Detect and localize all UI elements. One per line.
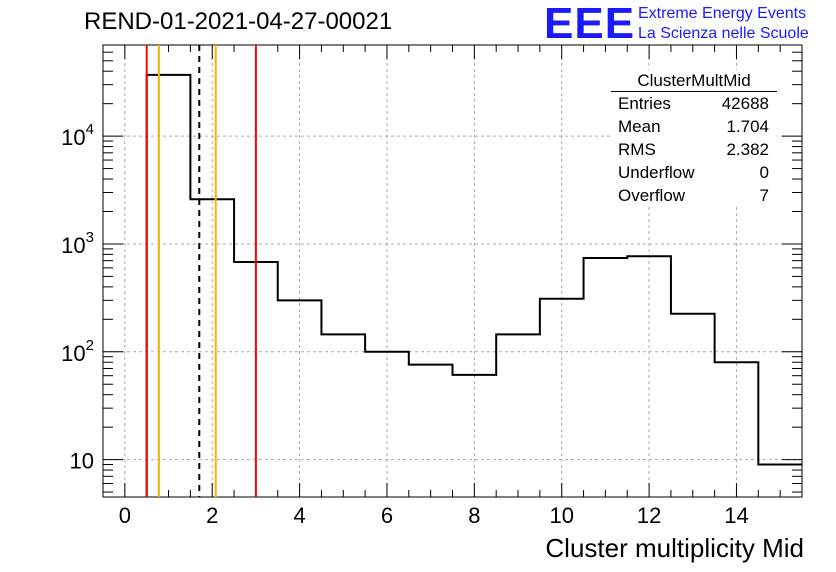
x-tick-label: 12 <box>637 503 661 528</box>
stats-row-overflow: Overflow 7 <box>611 184 777 207</box>
x-tick-label: 8 <box>468 503 480 528</box>
tick-labels-layer: 0 2 4 6 8 10 12 14 10 102 103 104 <box>61 121 749 528</box>
run-title: REND-01-2021-04-27-00021 <box>84 8 393 35</box>
logo-line-1: Extreme Energy Events <box>638 5 807 22</box>
logo-mark: EEE <box>544 0 636 48</box>
histogram-bin <box>627 256 671 497</box>
x-tick-label: 4 <box>293 503 305 528</box>
histogram-layer <box>145 73 802 497</box>
histogram-bin <box>278 300 322 497</box>
stats-box: ClusterMultMid Entries 42688 Mean 1.704 … <box>611 70 777 207</box>
histogram-bin <box>190 199 234 497</box>
eee-logo: EEE Extreme Energy Events La Scienza nel… <box>544 2 834 46</box>
stats-label: Entries <box>618 94 671 113</box>
logo-line-2: La Scienza nelle Scuole <box>638 25 809 42</box>
histogram-bin <box>584 258 628 497</box>
x-axis-title: Cluster multiplicity Mid <box>545 533 804 563</box>
stats-title: ClusterMultMid <box>611 70 777 92</box>
stats-value: 7 <box>759 186 769 205</box>
marker-layer <box>145 45 257 497</box>
stats-label: Mean <box>618 117 661 136</box>
stats-row-rms: RMS 2.382 <box>611 138 777 161</box>
stats-row-underflow: Underflow 0 <box>611 161 777 184</box>
x-tick-label: 0 <box>119 503 131 528</box>
histogram-bin <box>321 334 365 497</box>
histogram-bin <box>758 465 802 497</box>
x-tick-label: 14 <box>724 503 748 528</box>
histogram-bin <box>409 365 453 497</box>
ticks-layer <box>102 44 803 497</box>
y-tick-label: 103 <box>61 229 94 258</box>
stats-label: Underflow <box>618 163 695 182</box>
y-tick-label: 10 <box>70 449 94 474</box>
stats-value: 2.382 <box>726 140 769 159</box>
histogram-bin <box>453 375 497 497</box>
y-tick-label: 102 <box>61 337 94 366</box>
stats-label: RMS <box>618 140 656 159</box>
stats-value: 42688 <box>721 94 769 113</box>
histogram-bin <box>496 334 540 497</box>
histogram-bin <box>540 299 584 497</box>
histogram-bin <box>715 362 759 497</box>
y-tick-label: 104 <box>61 121 94 150</box>
stats-value: 0 <box>759 163 769 182</box>
histogram-bin <box>365 352 409 497</box>
x-tick-label: 2 <box>206 503 218 528</box>
stats-row-mean: Mean 1.704 <box>611 115 777 138</box>
histogram-bin <box>147 75 191 497</box>
x-tick-label: 10 <box>549 503 573 528</box>
histogram-bin <box>671 314 715 497</box>
x-tick-label: 6 <box>381 503 393 528</box>
stats-label: Overflow <box>618 186 686 205</box>
histogram-outline <box>145 73 802 497</box>
stats-row-entries: Entries 42688 <box>611 92 777 115</box>
stats-value: 1.704 <box>726 117 769 136</box>
